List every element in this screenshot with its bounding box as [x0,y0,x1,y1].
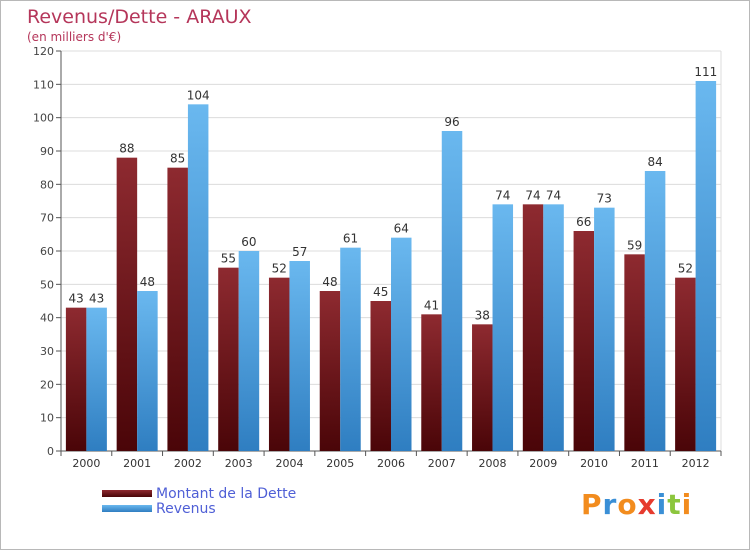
x-tick-label: 2008 [479,457,507,470]
logo-letter: P [581,488,603,521]
data-label: 85 [170,152,185,166]
x-tick-label: 2002 [174,457,202,470]
legend-label-debt: Montant de la Dette [156,486,297,502]
data-label: 52 [678,262,693,276]
x-tick-label: 2001 [123,457,151,470]
bar-dette [218,267,239,451]
y-tick-label: 80 [40,178,54,191]
proxiti-logo: Proxiti [581,488,692,521]
y-tick-label: 10 [40,412,54,425]
logo-letter: r [602,488,618,521]
x-tick-label: 2012 [682,457,710,470]
data-label: 88 [119,142,134,156]
data-label: 64 [394,222,409,236]
x-tick-label: 2006 [377,457,405,470]
bar-dette [65,307,87,451]
y-tick-label: 100 [33,112,54,125]
data-label: 73 [597,192,612,206]
bars [65,81,717,451]
logo-letter: i [656,488,668,521]
data-label: 66 [576,215,591,229]
chart-title: Revenus/Dette - ARAUX [27,6,252,28]
bar-revenus [238,251,260,451]
data-label: 38 [475,308,490,322]
y-tick-label: 30 [40,345,54,358]
bar-dette [675,277,696,451]
legend-label-revenus: Revenus [156,501,216,517]
bar-revenus [187,104,209,451]
bar-dette [116,157,138,451]
bar-revenus [594,207,615,451]
data-label: 96 [444,115,459,129]
data-label: 52 [272,262,287,276]
bar-revenus [441,131,463,451]
bar-revenus [289,261,310,451]
bar-revenus [695,81,717,451]
data-label: 84 [647,155,662,169]
data-label: 43 [68,292,83,306]
bar-dette [421,314,442,451]
data-label: 45 [373,285,388,299]
x-tick-label: 2003 [225,457,253,470]
data-label: 48 [322,275,337,289]
bar-revenus [492,204,514,451]
logo-letter: x [637,488,657,521]
data-label: 60 [241,235,256,249]
x-tick-label: 2004 [275,457,303,470]
x-tick-label: 2005 [326,457,354,470]
bar-dette [472,324,493,451]
data-label: 48 [140,275,155,289]
data-label: 55 [221,252,236,266]
data-label: 74 [495,188,510,202]
data-label: 61 [343,232,358,246]
bar-dette [370,301,391,451]
data-label: 59 [627,238,642,252]
y-tick-label: 40 [40,312,54,325]
y-tick-label: 110 [33,78,54,91]
data-labels: 43 43 88 48 85 104 55 60 52 57 48 61 45 64 41 96 38 74 74 7… [68,65,717,322]
logo-letter: t [667,488,682,521]
bar-revenus [86,307,107,451]
bar-dette [573,231,595,451]
y-tick-label: 60 [40,245,54,258]
bar-dette [522,204,544,451]
chart-subtitle: (en milliers d'€) [27,30,122,44]
data-label: 43 [89,292,104,306]
data-label: 74 [546,188,561,202]
bar-dette [167,167,188,451]
y-tick-label: 120 [33,45,54,58]
x-tick-label: 2009 [529,457,557,470]
bar-revenus [543,204,564,451]
logo-letter: i [681,488,693,521]
legend-swatch-debt [102,490,152,497]
bar-dette [624,254,645,451]
logo-letter: o [617,488,638,521]
x-tick-label: 2007 [428,457,456,470]
y-tick-label: 20 [40,378,54,391]
bar-dette [319,291,341,451]
x-tick-label: 2010 [580,457,608,470]
data-label: 41 [424,298,439,312]
data-label: 57 [292,245,307,259]
y-tick-label: 0 [47,445,54,458]
bar-revenus [137,291,158,451]
data-label: 74 [525,188,540,202]
bar-dette [268,277,290,451]
bar-revenus [391,237,412,451]
bar-revenus [340,247,361,451]
x-tick-label: 2000 [72,457,100,470]
data-label: 104 [187,88,210,102]
x-tick-label: 2011 [631,457,659,470]
y-tick-label: 50 [40,278,54,291]
y-tick-label: 90 [40,145,54,158]
y-tick-label: 70 [40,212,54,225]
legend-swatch-revenus [102,505,152,512]
bar-revenus [644,171,666,451]
data-label: 111 [694,65,717,79]
axes: 0 10 20 30 40 50 60 70 80 90 100 110 120 2000 2001 2002… [33,45,722,470]
